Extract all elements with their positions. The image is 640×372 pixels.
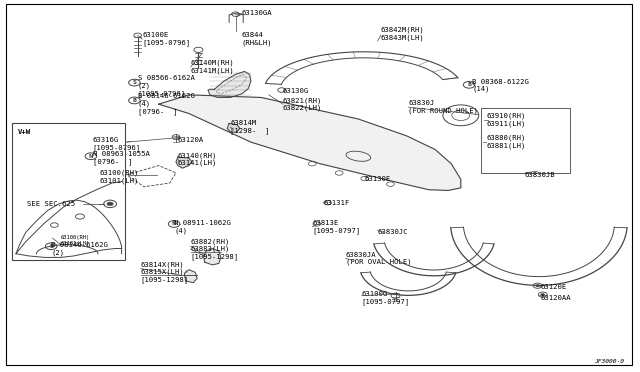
Text: V+W: V+W — [18, 129, 31, 135]
Text: 63140(RH)
63141(LH): 63140(RH) 63141(LH) — [178, 152, 218, 166]
Text: 63131F: 63131F — [323, 200, 349, 206]
Circle shape — [541, 294, 545, 296]
Text: 63814X(RH)
63815X(LH)
[1095-1298]: 63814X(RH) 63815X(LH) [1095-1298] — [141, 261, 189, 283]
Text: B 08146-6162G
(4)
[0796-  ]: B 08146-6162G (4) [0796- ] — [138, 93, 195, 115]
Text: N: N — [88, 154, 93, 159]
Text: S: S — [132, 80, 136, 85]
Polygon shape — [176, 157, 192, 168]
Text: 63880(RH)
63881(LH): 63880(RH) 63881(LH) — [486, 135, 526, 149]
Text: 63882(RH)
63883(LH)
[1095-1298]: 63882(RH) 63883(LH) [1095-1298] — [191, 238, 239, 260]
Text: 63821(RH)
63822(LH): 63821(RH) 63822(LH) — [283, 97, 323, 111]
Polygon shape — [159, 95, 461, 190]
Text: N: N — [172, 221, 177, 227]
Text: 63830JC: 63830JC — [378, 230, 408, 235]
Text: B 08146-6162G
(2): B 08146-6162G (2) — [51, 243, 108, 256]
Text: B 08368-6122G
(14): B 08368-6122G (14) — [472, 79, 529, 92]
Text: 63100(RH)
63101(LH): 63100(RH) 63101(LH) — [61, 235, 90, 246]
Text: 63844
(RH&LH): 63844 (RH&LH) — [242, 32, 273, 46]
Text: S 08566-6162A
(2)
[1095-0796]: S 08566-6162A (2) [1095-0796] — [138, 76, 195, 97]
Text: 63842M(RH)
63843M(LH): 63842M(RH) 63843M(LH) — [381, 26, 424, 41]
Text: B: B — [132, 98, 136, 103]
Circle shape — [107, 202, 113, 206]
Circle shape — [536, 285, 540, 287]
Text: 63316G
[1095-0796]: 63316G [1095-0796] — [93, 137, 141, 151]
Text: 63830JB: 63830JB — [525, 172, 556, 178]
Text: SEE SEC.625: SEE SEC.625 — [27, 201, 75, 207]
Text: B: B — [467, 82, 471, 87]
Polygon shape — [227, 124, 240, 132]
Text: 63813E
[1095-0797]: 63813E [1095-0797] — [312, 220, 360, 234]
Text: 63130GA: 63130GA — [242, 10, 273, 16]
Text: 63130G: 63130G — [283, 88, 309, 94]
Text: 63140M(RH)
63141M(LH): 63140M(RH) 63141M(LH) — [191, 60, 234, 74]
Text: 63120A: 63120A — [178, 137, 204, 142]
Text: 63814M
[1298-  ]: 63814M [1298- ] — [230, 120, 270, 134]
Text: 63830J
(FOR ROUND HOLE): 63830J (FOR ROUND HOLE) — [408, 100, 478, 114]
Text: 63100E
[1095-0796]: 63100E [1095-0796] — [142, 32, 190, 46]
Polygon shape — [184, 270, 197, 283]
Text: 63120E: 63120E — [541, 284, 567, 290]
Text: 63130E: 63130E — [365, 176, 391, 182]
Bar — [481, 108, 570, 173]
Text: 63830JA
(FOR OVAL HOLE): 63830JA (FOR OVAL HOLE) — [346, 252, 412, 265]
Polygon shape — [204, 248, 221, 265]
Text: N 08911-1062G
(4): N 08911-1062G (4) — [174, 220, 231, 234]
Text: JF3000·0: JF3000·0 — [594, 359, 624, 364]
Text: 63120AA: 63120AA — [541, 295, 572, 301]
Text: 63100G
[1095-0797]: 63100G [1095-0797] — [362, 291, 410, 305]
Text: B: B — [49, 244, 53, 249]
Text: N 08963-1055A
[0796-  ]: N 08963-1055A [0796- ] — [93, 151, 150, 165]
Polygon shape — [208, 71, 251, 97]
Text: 63910(RH)
63911(LH): 63910(RH) 63911(LH) — [486, 113, 526, 127]
Bar — [12, 123, 125, 260]
Text: 63100(RH)
63101(LH): 63100(RH) 63101(LH) — [99, 170, 139, 184]
